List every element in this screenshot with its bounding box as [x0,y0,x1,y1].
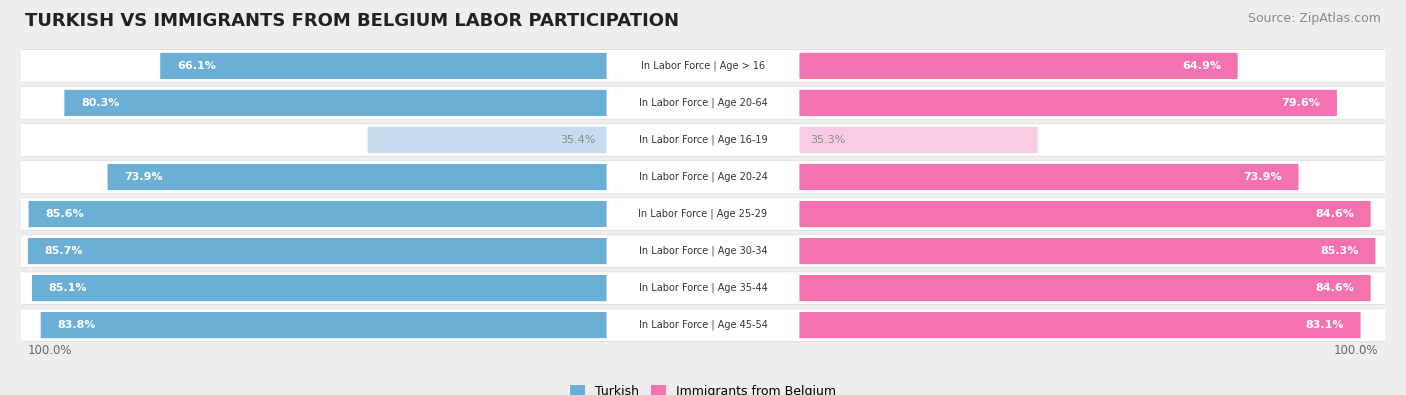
Text: In Labor Force | Age 20-24: In Labor Force | Age 20-24 [638,172,768,182]
Text: 35.3%: 35.3% [810,135,846,145]
Text: In Labor Force | Age 25-29: In Labor Force | Age 25-29 [638,209,768,219]
Text: 100.0%: 100.0% [28,344,72,357]
Text: TURKISH VS IMMIGRANTS FROM BELGIUM LABOR PARTICIPATION: TURKISH VS IMMIGRANTS FROM BELGIUM LABOR… [25,12,679,30]
FancyBboxPatch shape [21,309,1385,341]
FancyBboxPatch shape [22,235,1384,267]
FancyBboxPatch shape [41,312,606,338]
FancyBboxPatch shape [21,87,1385,119]
FancyBboxPatch shape [22,87,1384,119]
FancyBboxPatch shape [108,164,606,190]
Text: In Labor Force | Age 35-44: In Labor Force | Age 35-44 [638,283,768,293]
FancyBboxPatch shape [800,275,1371,301]
FancyBboxPatch shape [21,124,1385,156]
FancyBboxPatch shape [800,53,1237,79]
FancyBboxPatch shape [800,238,1375,264]
FancyBboxPatch shape [22,124,1384,156]
Text: 85.3%: 85.3% [1320,246,1358,256]
FancyBboxPatch shape [21,161,1385,193]
Text: 64.9%: 64.9% [1182,61,1220,71]
FancyBboxPatch shape [22,50,1384,82]
Text: 100.0%: 100.0% [1334,344,1378,357]
Text: Source: ZipAtlas.com: Source: ZipAtlas.com [1247,12,1381,25]
Text: 85.1%: 85.1% [49,283,87,293]
FancyBboxPatch shape [160,53,606,79]
FancyBboxPatch shape [800,90,1337,116]
Text: In Labor Force | Age 20-64: In Labor Force | Age 20-64 [638,98,768,108]
Text: 85.6%: 85.6% [45,209,84,219]
Text: 79.6%: 79.6% [1281,98,1320,108]
Text: 83.8%: 83.8% [58,320,96,330]
FancyBboxPatch shape [800,312,1361,338]
FancyBboxPatch shape [28,238,606,264]
FancyBboxPatch shape [22,309,1384,341]
Text: 35.4%: 35.4% [560,135,596,145]
FancyBboxPatch shape [22,272,1384,305]
Text: 66.1%: 66.1% [177,61,215,71]
FancyBboxPatch shape [22,198,1384,230]
Text: 80.3%: 80.3% [82,98,120,108]
FancyBboxPatch shape [21,272,1385,304]
FancyBboxPatch shape [21,235,1385,267]
Text: 73.9%: 73.9% [124,172,163,182]
Text: 73.9%: 73.9% [1243,172,1282,182]
Text: In Labor Force | Age 16-19: In Labor Force | Age 16-19 [638,135,768,145]
FancyBboxPatch shape [800,164,1298,190]
FancyBboxPatch shape [367,127,606,153]
FancyBboxPatch shape [32,275,606,301]
FancyBboxPatch shape [28,201,606,227]
Text: In Labor Force | Age 45-54: In Labor Force | Age 45-54 [638,320,768,330]
Text: 85.7%: 85.7% [45,246,83,256]
FancyBboxPatch shape [800,201,1371,227]
Text: In Labor Force | Age 30-34: In Labor Force | Age 30-34 [638,246,768,256]
FancyBboxPatch shape [800,127,1038,153]
Text: 83.1%: 83.1% [1306,320,1344,330]
Text: 84.6%: 84.6% [1315,209,1354,219]
Text: In Labor Force | Age > 16: In Labor Force | Age > 16 [641,61,765,71]
FancyBboxPatch shape [21,50,1385,82]
FancyBboxPatch shape [21,198,1385,230]
FancyBboxPatch shape [65,90,606,116]
FancyBboxPatch shape [22,161,1384,193]
Legend: Turkish, Immigrants from Belgium: Turkish, Immigrants from Belgium [565,380,841,395]
Text: 84.6%: 84.6% [1315,283,1354,293]
